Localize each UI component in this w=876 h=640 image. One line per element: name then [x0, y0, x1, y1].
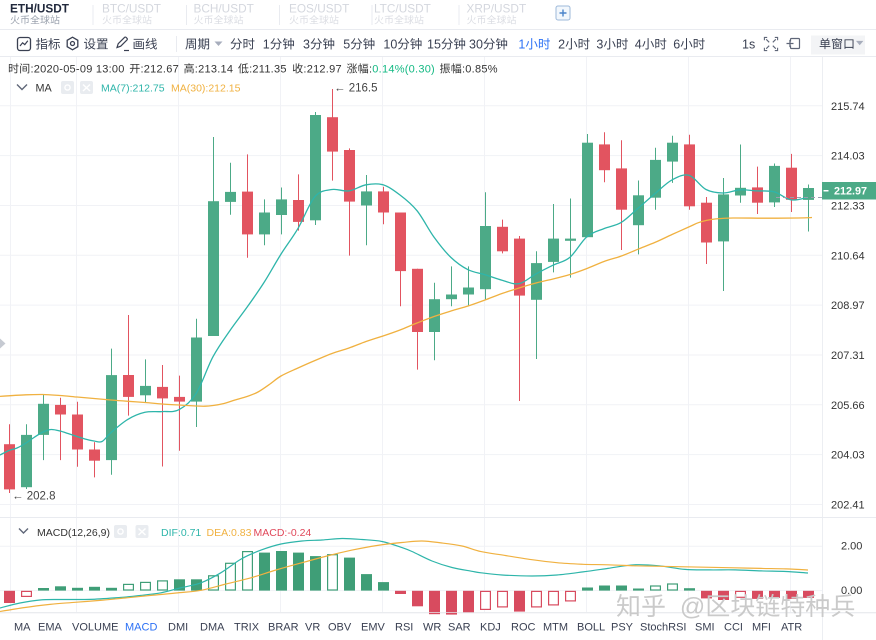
- svg-text:XRP/USDT: XRP/USDT: [467, 2, 527, 16]
- svg-text:TRIX: TRIX: [234, 622, 260, 634]
- svg-text:ATR: ATR: [781, 622, 802, 634]
- svg-text:LTC/USDT: LTC/USDT: [374, 2, 431, 16]
- svg-text:MA: MA: [14, 622, 31, 634]
- svg-text:202.8: 202.8: [27, 491, 56, 503]
- svg-text:3: 3: [303, 38, 310, 52]
- svg-text:EMA: EMA: [38, 622, 63, 634]
- svg-text:DMA: DMA: [200, 622, 225, 634]
- svg-text:OBV: OBV: [328, 622, 352, 634]
- svg-text:1s: 1s: [742, 38, 755, 52]
- svg-text:SAR: SAR: [448, 622, 471, 634]
- svg-text:←: ←: [12, 491, 24, 503]
- svg-text:208.97: 208.97: [831, 300, 865, 312]
- svg-text:CCI: CCI: [724, 622, 743, 634]
- svg-text::2020-05-09: :2020-05-09: [31, 64, 93, 76]
- svg-text::: :: [369, 64, 372, 76]
- svg-text:4: 4: [635, 38, 642, 52]
- svg-text:216.5: 216.5: [349, 83, 378, 95]
- svg-text:PSY: PSY: [611, 622, 634, 634]
- svg-text:202.41: 202.41: [831, 500, 865, 512]
- svg-text:MA(30):212.15: MA(30):212.15: [171, 82, 241, 94]
- svg-text:EMV: EMV: [361, 622, 386, 634]
- svg-text:0.14%(0.30): 0.14%(0.30): [372, 64, 435, 76]
- svg-text:DMI: DMI: [168, 622, 188, 634]
- svg-text:1: 1: [518, 38, 525, 52]
- svg-text::211.35: :211.35: [249, 64, 287, 76]
- svg-text:212.33: 212.33: [831, 201, 865, 213]
- svg-text:BOLL: BOLL: [577, 622, 605, 634]
- svg-text:15: 15: [427, 38, 441, 52]
- svg-text:←: ←: [334, 83, 346, 95]
- svg-text:13:00: 13:00: [96, 64, 125, 76]
- svg-text:ROC: ROC: [511, 622, 536, 634]
- svg-text:6: 6: [673, 38, 680, 52]
- svg-text:30: 30: [469, 38, 483, 52]
- svg-text:214.03: 214.03: [831, 151, 865, 163]
- svg-text:BRAR: BRAR: [268, 622, 299, 634]
- svg-text::212.97: :212.97: [303, 64, 341, 76]
- svg-text:EOS/USDT: EOS/USDT: [289, 2, 349, 16]
- svg-text:MA: MA: [36, 82, 53, 94]
- svg-text:StochRSI: StochRSI: [640, 622, 686, 634]
- svg-text::213.14: :213.14: [195, 64, 233, 76]
- svg-text:BTC/USDT: BTC/USDT: [102, 2, 161, 16]
- svg-text:205.66: 205.66: [831, 400, 865, 412]
- svg-text:VOLUME: VOLUME: [72, 622, 118, 634]
- svg-text:WR: WR: [423, 622, 441, 634]
- svg-text:2: 2: [558, 38, 565, 52]
- svg-text:@: @: [680, 593, 705, 621]
- svg-text:204.03: 204.03: [831, 450, 865, 462]
- svg-text:212.97: 212.97: [834, 185, 867, 197]
- svg-text:MTM: MTM: [543, 622, 568, 634]
- svg-text:MA(7):212.75: MA(7):212.75: [101, 82, 165, 94]
- svg-text:RSI: RSI: [395, 622, 413, 634]
- svg-text:VR: VR: [305, 622, 320, 634]
- svg-text:215.74: 215.74: [831, 101, 865, 113]
- svg-text::0.85%: :0.85%: [462, 64, 498, 76]
- svg-text:SMI: SMI: [695, 622, 715, 634]
- svg-text:MACD: MACD: [125, 622, 157, 634]
- svg-text:0.00: 0.00: [841, 585, 862, 597]
- svg-text:3: 3: [596, 38, 603, 52]
- svg-text:2.00: 2.00: [841, 541, 862, 553]
- svg-text:ETH/USDT: ETH/USDT: [10, 2, 70, 16]
- svg-text::212.67: :212.67: [141, 64, 179, 76]
- svg-text:DEA:0.83: DEA:0.83: [207, 527, 252, 539]
- svg-text:10: 10: [383, 38, 397, 52]
- svg-text:5: 5: [343, 38, 350, 52]
- svg-text:207.31: 207.31: [831, 350, 865, 362]
- svg-text:BCH/USDT: BCH/USDT: [194, 2, 254, 16]
- svg-text:210.64: 210.64: [831, 250, 865, 262]
- svg-text:DIF:0.71: DIF:0.71: [161, 527, 201, 539]
- svg-text:KDJ: KDJ: [480, 622, 501, 634]
- svg-text:MFI: MFI: [752, 622, 771, 634]
- svg-text:MACD:-0.24: MACD:-0.24: [254, 527, 312, 539]
- svg-text:1: 1: [263, 38, 270, 52]
- svg-text:MACD(12,26,9): MACD(12,26,9): [37, 527, 110, 539]
